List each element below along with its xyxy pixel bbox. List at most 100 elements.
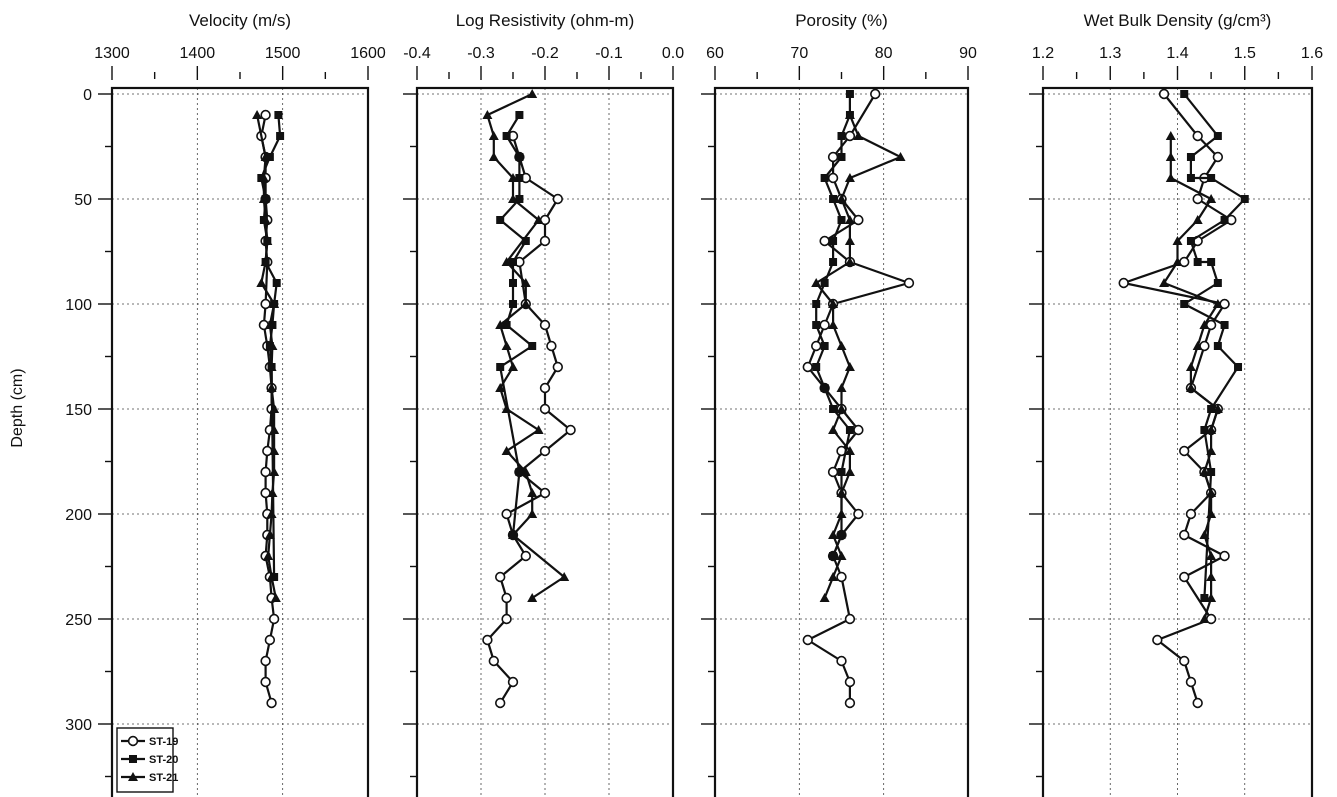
y-tick-label: 300	[65, 717, 92, 734]
legend-marker	[127, 735, 139, 747]
series-st-20	[1180, 90, 1249, 602]
data-point	[276, 132, 285, 140]
panel-title: Velocity (m/s)	[189, 11, 291, 30]
data-point	[1165, 152, 1176, 161]
y-tick-label: 200	[65, 507, 92, 524]
data-point	[507, 676, 519, 688]
data-point	[482, 110, 493, 119]
data-point	[252, 110, 263, 119]
data-point	[1180, 90, 1189, 98]
data-point	[820, 384, 829, 392]
data-point	[837, 531, 846, 539]
x-tick-label: 1.3	[1099, 45, 1121, 62]
chart-panel-3: Porosity (%) 60 70 80 90	[701, 11, 977, 797]
data-point	[1199, 320, 1210, 329]
data-point	[264, 634, 276, 646]
panel-frame	[1041, 86, 1314, 797]
data-point	[812, 300, 821, 308]
data-point	[274, 111, 283, 119]
data-point	[264, 320, 275, 329]
data-point	[269, 425, 280, 434]
data-point	[539, 382, 551, 394]
data-point	[1206, 593, 1217, 602]
data-point	[811, 278, 822, 287]
data-point	[829, 195, 838, 203]
data-point	[559, 572, 570, 581]
data-point	[1207, 468, 1216, 476]
data-point	[269, 299, 280, 308]
data-point	[1206, 446, 1217, 455]
data-point	[258, 173, 269, 182]
data-point	[267, 488, 278, 497]
data-point	[501, 341, 512, 350]
data-point	[262, 236, 273, 245]
data-point	[1220, 321, 1229, 329]
series-line	[806, 93, 911, 703]
data-point	[1206, 425, 1217, 434]
data-point	[265, 153, 274, 161]
chart-panel-4: Wet Bulk Density (g/cm³) 1.2 1.3 1.4 1.5 1.6	[1029, 11, 1323, 797]
data-point	[844, 362, 855, 371]
chart-panel-2: Log Resistivity (ohm-m) -0.4 -0.3 -0.2 -0.1 0…	[403, 11, 684, 797]
data-point	[260, 257, 271, 266]
data-point	[1207, 174, 1216, 182]
data-point	[552, 361, 563, 373]
data-point	[829, 552, 838, 560]
data-point	[1158, 88, 1170, 100]
series-st-21	[252, 110, 281, 602]
data-point	[828, 572, 839, 581]
x-tick-label: -0.4	[403, 45, 431, 62]
data-point	[501, 446, 512, 455]
data-point	[844, 236, 855, 245]
data-point	[539, 487, 551, 499]
data-point	[827, 151, 839, 163]
data-point	[1193, 258, 1202, 266]
data-point	[1186, 237, 1195, 245]
data-point	[269, 446, 280, 455]
data-point	[496, 363, 505, 371]
data-point	[844, 697, 856, 709]
data-point	[812, 363, 821, 371]
data-point	[829, 237, 838, 245]
data-point	[853, 508, 864, 520]
data-point	[260, 655, 271, 667]
data-point	[266, 362, 277, 371]
data-point	[836, 571, 847, 583]
data-point	[266, 383, 277, 392]
data-point	[1212, 151, 1224, 163]
data-point	[260, 466, 271, 478]
data-point	[1200, 426, 1209, 434]
x-tick-label: -0.3	[467, 45, 495, 62]
series-st-20	[812, 90, 854, 560]
data-point	[844, 130, 856, 142]
data-point	[1165, 131, 1176, 140]
data-point	[502, 321, 511, 329]
data-point	[263, 551, 274, 560]
data-point	[819, 593, 830, 602]
data-point	[853, 214, 864, 226]
data-point	[565, 424, 576, 436]
x-tick-label: -0.2	[531, 45, 559, 62]
y-axis-title: Depth (cm)	[9, 368, 26, 447]
data-point	[1199, 530, 1210, 539]
series-st-21	[811, 110, 906, 602]
data-point	[508, 362, 518, 371]
data-point	[837, 216, 846, 224]
data-point	[515, 111, 524, 119]
data-point	[1179, 445, 1190, 457]
data-point	[260, 215, 271, 224]
data-point	[501, 508, 512, 520]
data-point	[1192, 215, 1203, 224]
data-point	[1240, 195, 1249, 203]
panel-title: Wet Bulk Density (g/cm³)	[1084, 11, 1272, 30]
data-point	[1234, 363, 1243, 371]
legend-label: ST-21	[149, 772, 178, 784]
data-point	[533, 425, 544, 434]
data-point	[509, 279, 517, 287]
data-point	[1213, 279, 1222, 287]
legend-label: ST-20	[149, 754, 178, 766]
data-point	[819, 319, 830, 331]
data-point	[515, 195, 524, 203]
panel-title: Porosity (%)	[795, 11, 888, 30]
data-point	[810, 340, 822, 352]
